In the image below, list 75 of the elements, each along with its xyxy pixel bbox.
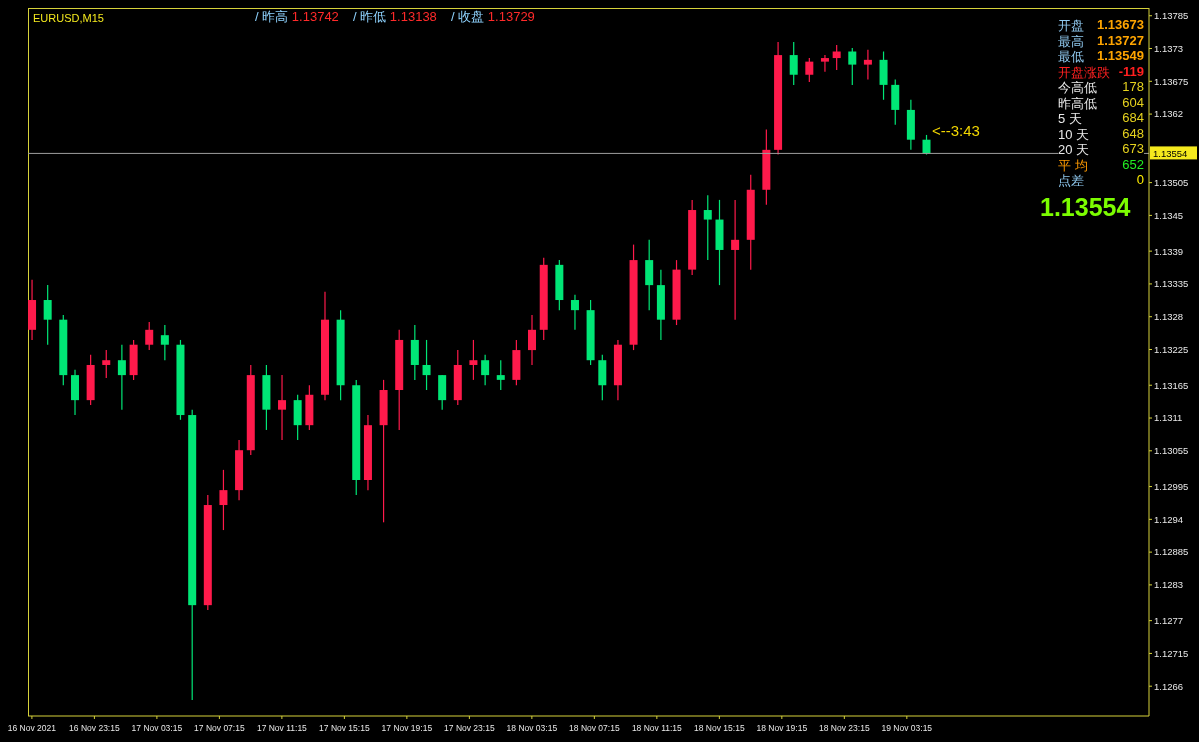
y-tick-label: 1.1362 [1154, 108, 1184, 120]
text: 5 天 684 [1058, 110, 1144, 126]
annotation: 开盘 1.13673 [1058, 17, 1144, 35]
text: 今高低 178 [1058, 79, 1144, 95]
y-tick-label: 1.13055 [1154, 445, 1189, 457]
x-tick-label: 18 Nov 07:15 [569, 723, 620, 733]
candlestick [117, 344, 126, 411]
candlestick [863, 49, 872, 81]
y-tick-label: 1.13505 [1154, 176, 1189, 188]
x-tick-label: 17 Nov 07:15 [194, 723, 245, 733]
text: 10 天 648 [1058, 125, 1144, 142]
x-tick-label: 16 Nov 23:15 [69, 723, 120, 733]
candlestick [848, 47, 857, 86]
y-tick-label: 1.1283 [1154, 579, 1184, 591]
annotation: / 收盘 1.13729 [451, 9, 535, 24]
candlestick [528, 314, 537, 366]
text: 昨高低 604 [1058, 94, 1144, 111]
y-tick-label: 1.1373 [1154, 42, 1184, 54]
x-tick-label: 19 Nov 03:15 [881, 723, 933, 733]
candlestick [832, 44, 841, 71]
x-tick-label: 18 Nov 03:15 [506, 723, 558, 733]
y-tick-label: 1.1345 [1154, 209, 1184, 221]
candlestick [145, 321, 154, 351]
x-tick-label: 18 Nov 19:15 [756, 723, 808, 733]
candlestick [43, 284, 52, 346]
candlestick [820, 54, 829, 73]
annotation: / 昨高 1.13742 [255, 9, 339, 24]
candlestick [160, 324, 169, 361]
x-tick-label: 18 Nov 23:15 [819, 723, 870, 733]
candlestick [570, 294, 579, 331]
y-tick-label: 1.12995 [1154, 480, 1189, 492]
candlestick [789, 41, 798, 86]
y-tick-label: 1.13675 [1154, 75, 1189, 87]
x-tick-label: 17 Nov 15:15 [319, 723, 370, 733]
y-tick-label: 1.13165 [1154, 379, 1189, 391]
x-tick-label: 18 Nov 15:15 [694, 723, 745, 733]
chart-title: EURUSD,M15 [33, 12, 104, 24]
y-tick-label: 1.1339 [1154, 245, 1184, 257]
candlestick [102, 349, 111, 379]
x-tick-label: 16 Nov 2021 [7, 723, 57, 733]
candlestick [703, 194, 712, 261]
candlestick [278, 374, 287, 441]
candlestick [496, 359, 505, 391]
candlestick [805, 57, 814, 83]
candlestick [731, 199, 740, 321]
candlestick [422, 339, 431, 391]
annotation: 最低 1.13549 [1058, 48, 1144, 66]
y-tick-label: 1.13335 [1154, 278, 1189, 290]
x-tick-label: 17 Nov 23:15 [444, 723, 495, 733]
y-tick-label: 1.13785 [1154, 10, 1189, 22]
y-tick-label: 1.1294 [1154, 513, 1184, 525]
text: 平 均 652 [1058, 156, 1144, 173]
x-tick-label: 17 Nov 19:15 [381, 723, 433, 733]
y-tick-label: 1.1277 [1154, 615, 1184, 627]
annotation: / 昨低 1.13138 [353, 9, 437, 24]
x-tick-label: 18 Nov 11:15 [631, 723, 683, 733]
candlestick [469, 339, 478, 381]
text: 点差 0 [1058, 172, 1144, 188]
y-tick-label: 1.1266 [1154, 680, 1184, 692]
x-tick-label: 17 Nov 11:15 [256, 723, 308, 733]
y-tick-label: 1.12885 [1154, 546, 1189, 558]
text: 20 天 673 [1058, 141, 1144, 157]
y-tick-label: 1.13225 [1154, 343, 1189, 355]
candlestick [219, 469, 228, 531]
candlestick [922, 134, 931, 156]
annotation: 开盘涨跌 -119 [1058, 63, 1144, 82]
y-tick-label: 1.1328 [1154, 311, 1184, 323]
annotation: 最高 1.13727 [1058, 32, 1144, 51]
y-tick-label: 1.1311 [1154, 412, 1183, 424]
candlestick [481, 354, 490, 386]
annotation: 1.13554 [1040, 193, 1131, 222]
annotation: <--3:43 [932, 122, 980, 139]
ref-line-label: 1.13554 [1153, 147, 1188, 159]
y-tick-label: 1.12715 [1154, 647, 1189, 659]
x-tick-label: 17 Nov 03:15 [131, 723, 183, 733]
